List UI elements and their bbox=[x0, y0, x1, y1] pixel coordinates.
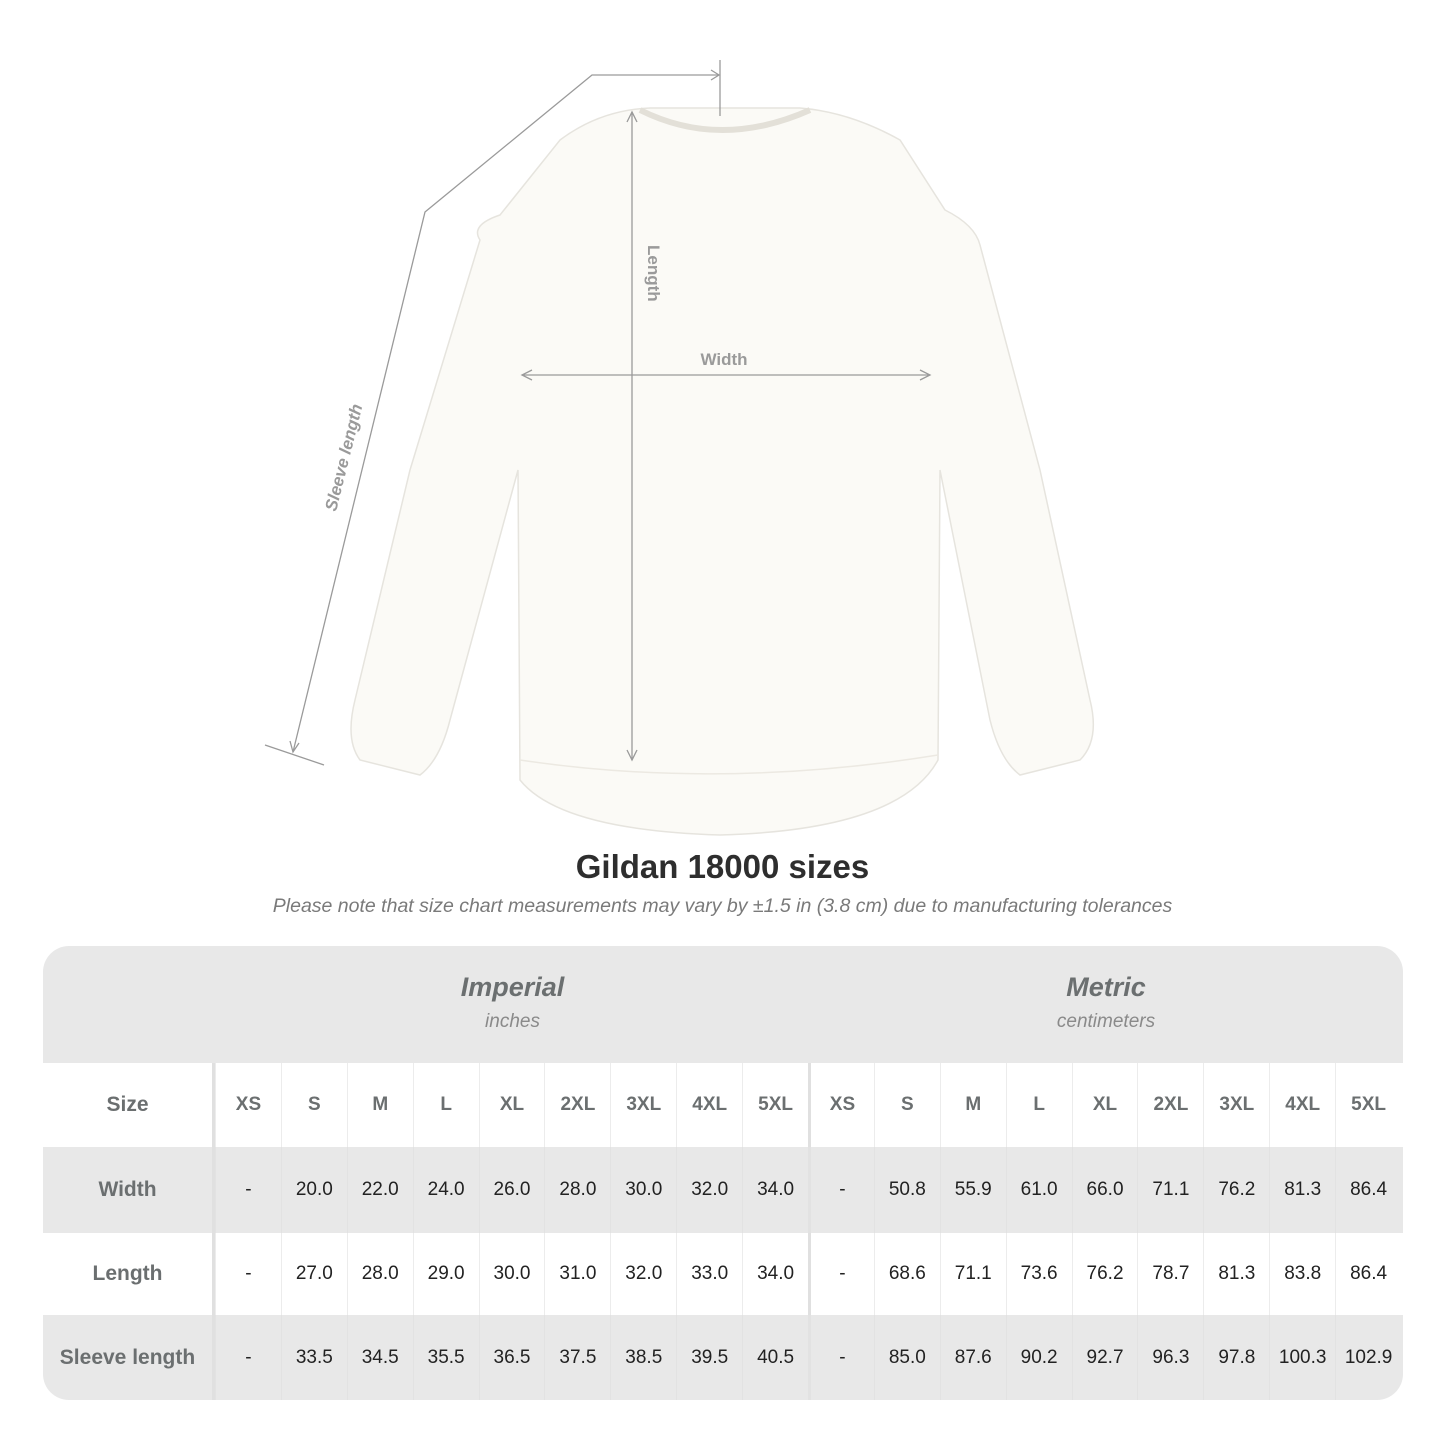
width-label: Width bbox=[700, 350, 747, 369]
metric-value-cell: 85.0 bbox=[873, 1315, 940, 1400]
imperial-group: Imperial inches bbox=[216, 946, 809, 1063]
row-label: Sleeve length bbox=[43, 1315, 215, 1400]
size-header-cell: M bbox=[939, 1063, 1006, 1147]
sweatshirt-diagram: Length Width Sleeve length bbox=[264, 60, 1095, 836]
size-header-cell: S bbox=[873, 1063, 940, 1147]
imperial-value-cell: 26.0 bbox=[478, 1147, 545, 1233]
imperial-value-cell: 29.0 bbox=[412, 1233, 479, 1315]
size-header-cell: XL bbox=[478, 1063, 545, 1147]
metric-title: Metric bbox=[1066, 972, 1146, 1002]
metric-value-cell: 71.1 bbox=[939, 1233, 1006, 1315]
imperial-value-cell: 39.5 bbox=[676, 1315, 742, 1400]
length-label: Length bbox=[644, 245, 663, 302]
metric-value-cell: - bbox=[808, 1147, 874, 1233]
size-header-cell: M bbox=[346, 1063, 413, 1147]
table-row: Length -27.0 28.0 29.0 30.0 31.0 32.0 33.0 34.0-… bbox=[43, 1233, 1403, 1315]
imperial-value-cell: - bbox=[215, 1147, 281, 1233]
size-header-cell: 4XL bbox=[1269, 1063, 1335, 1147]
metric-value-cell: 86.4 bbox=[1335, 1147, 1401, 1233]
metric-value-cell: 100.3 bbox=[1269, 1315, 1335, 1400]
size-header-cell: 5XL bbox=[742, 1063, 808, 1147]
imperial-value-cell: 27.0 bbox=[280, 1233, 347, 1315]
imperial-value-cell: 37.5 bbox=[544, 1315, 610, 1400]
sleeve-length-label: Sleeve length bbox=[321, 402, 366, 513]
size-header-cell: XL bbox=[1071, 1063, 1138, 1147]
metric-value-cell: 76.2 bbox=[1203, 1147, 1269, 1233]
metric-value-cell: 68.6 bbox=[873, 1233, 940, 1315]
metric-value-cell: 81.3 bbox=[1203, 1233, 1269, 1315]
metric-value-cell: 97.8 bbox=[1203, 1315, 1269, 1400]
metric-value-cell: 73.6 bbox=[1005, 1233, 1072, 1315]
tolerance-note: Please note that size chart measurements… bbox=[272, 895, 1173, 917]
imperial-value-cell: 32.0 bbox=[676, 1147, 742, 1233]
page-title: Gildan 18000 sizes bbox=[575, 848, 870, 885]
imperial-value-cell: 28.0 bbox=[346, 1233, 413, 1315]
imperial-value-cell: 31.0 bbox=[544, 1233, 610, 1315]
size-header-cell: S bbox=[280, 1063, 347, 1147]
table-header-band bbox=[43, 946, 1403, 1063]
imperial-value-cell: 38.5 bbox=[610, 1315, 676, 1400]
imperial-value-cell: 33.5 bbox=[280, 1315, 347, 1400]
row-label: Width bbox=[43, 1147, 215, 1233]
table-row: Width -20.0 22.0 24.0 26.0 28.0 30.0 32.0 34.0-5… bbox=[43, 1147, 1403, 1233]
sweatshirt-image bbox=[350, 107, 1095, 836]
metric-value-cell: 102.9 bbox=[1335, 1315, 1401, 1400]
metric-value-cell: 96.3 bbox=[1137, 1315, 1203, 1400]
metric-value-cell: 78.7 bbox=[1137, 1233, 1203, 1315]
table-row: Sleeve length -33.5 34.5 35.5 36.5 37.5 38.5 39… bbox=[43, 1315, 1403, 1400]
imperial-value-cell: - bbox=[215, 1233, 281, 1315]
size-header-row: Size XS S M L XL 2XL 3XL 4XL 5XL XS S M L XL 2XL 3XL 4XL 5… bbox=[43, 1063, 1403, 1147]
metric-value-cell: 83.8 bbox=[1269, 1233, 1335, 1315]
metric-value-cell: 55.9 bbox=[939, 1147, 1006, 1233]
imperial-unit: inches bbox=[485, 1011, 540, 1032]
metric-group: Metric centimeters bbox=[809, 946, 1403, 1063]
imperial-value-cell: 34.5 bbox=[346, 1315, 413, 1400]
imperial-value-cell: 24.0 bbox=[412, 1147, 479, 1233]
imperial-value-cell: 30.0 bbox=[610, 1147, 676, 1233]
metric-value-cell: 61.0 bbox=[1005, 1147, 1072, 1233]
measurement-lines bbox=[264, 60, 932, 766]
imperial-value-cell: 30.0 bbox=[478, 1233, 545, 1315]
imperial-value-cell: 28.0 bbox=[544, 1147, 610, 1233]
imperial-value-cell: 40.5 bbox=[742, 1315, 808, 1400]
size-header-cell: 3XL bbox=[1203, 1063, 1269, 1147]
size-header-cell: 2XL bbox=[544, 1063, 610, 1147]
size-header-cell: 3XL bbox=[610, 1063, 676, 1147]
size-header-cell: 2XL bbox=[1137, 1063, 1203, 1147]
imperial-value-cell: 35.5 bbox=[412, 1315, 479, 1400]
metric-value-cell: 50.8 bbox=[873, 1147, 940, 1233]
imperial-value-cell: 36.5 bbox=[478, 1315, 545, 1400]
size-table: Imperial inches Metric centimeters Size X… bbox=[43, 946, 1403, 1400]
size-header-cell: XS bbox=[215, 1063, 281, 1147]
imperial-value-cell: 34.0 bbox=[742, 1233, 808, 1315]
imperial-value-cell: 34.0 bbox=[742, 1147, 808, 1233]
metric-value-cell: 71.1 bbox=[1137, 1147, 1203, 1233]
metric-value-cell: 87.6 bbox=[939, 1315, 1006, 1400]
size-header-cell: L bbox=[412, 1063, 479, 1147]
metric-value-cell: 92.7 bbox=[1071, 1315, 1138, 1400]
imperial-value-cell: 20.0 bbox=[280, 1147, 347, 1233]
imperial-value-cell: 33.0 bbox=[676, 1233, 742, 1315]
row-label: Length bbox=[43, 1233, 215, 1315]
size-header-cell: 4XL bbox=[676, 1063, 742, 1147]
size-header-cell: L bbox=[1005, 1063, 1072, 1147]
metric-value-cell: - bbox=[808, 1233, 874, 1315]
metric-value-cell: 76.2 bbox=[1071, 1233, 1138, 1315]
imperial-value-cell: - bbox=[215, 1315, 281, 1400]
row-label: Size bbox=[43, 1063, 215, 1147]
metric-unit: centimeters bbox=[1056, 1011, 1156, 1032]
metric-value-cell: 86.4 bbox=[1335, 1233, 1401, 1315]
metric-value-cell: 66.0 bbox=[1071, 1147, 1138, 1233]
metric-value-cell: 90.2 bbox=[1005, 1315, 1072, 1400]
metric-value-cell: - bbox=[808, 1315, 874, 1400]
imperial-title: Imperial bbox=[460, 972, 565, 1002]
size-header-cell: 5XL bbox=[1335, 1063, 1401, 1147]
imperial-value-cell: 32.0 bbox=[610, 1233, 676, 1315]
imperial-value-cell: 22.0 bbox=[346, 1147, 413, 1233]
size-header-cell: XS bbox=[808, 1063, 874, 1147]
metric-value-cell: 81.3 bbox=[1269, 1147, 1335, 1233]
